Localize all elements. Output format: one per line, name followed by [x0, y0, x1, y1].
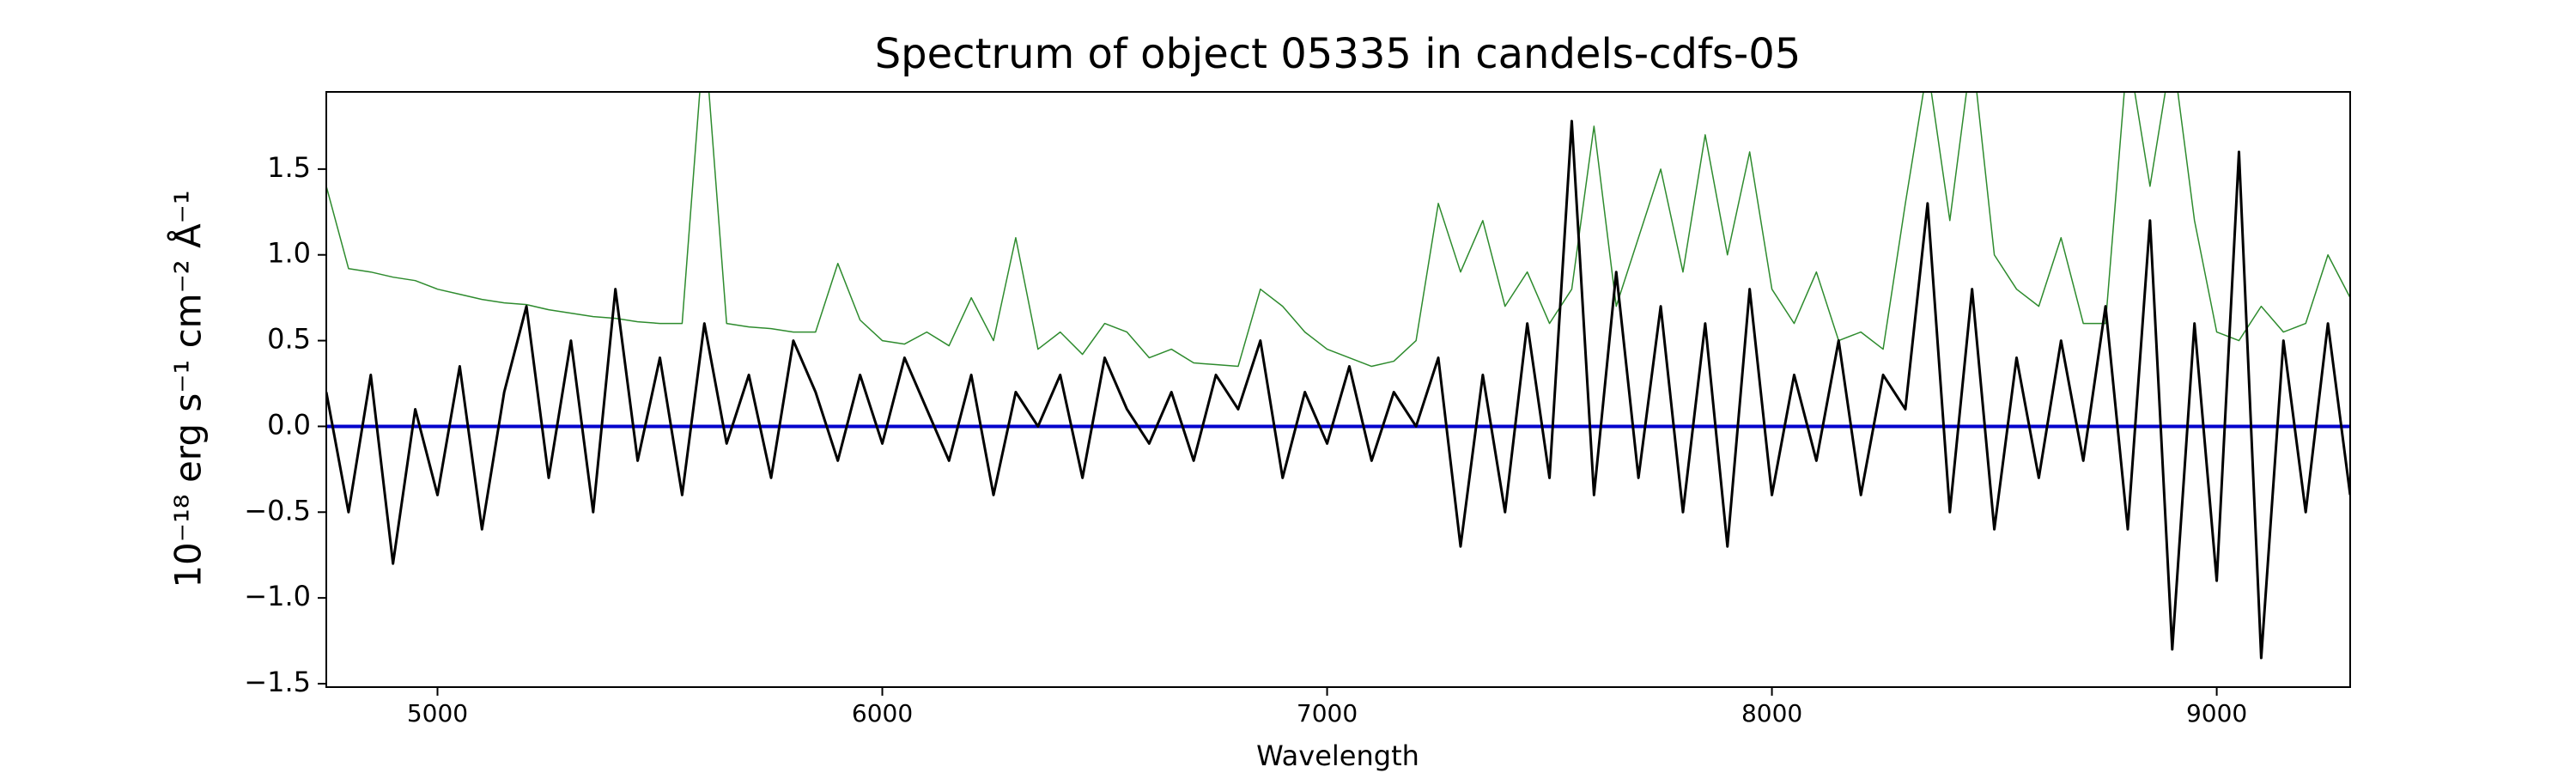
plot-area	[326, 92, 2350, 660]
x-tick-label: 7000	[1297, 699, 1358, 727]
chart-title: Spectrum of object 05335 in candels-cdfs…	[875, 30, 1801, 78]
x-tick-label: 9000	[2186, 699, 2247, 727]
x-tick-label: 8000	[1741, 699, 1802, 727]
plot-frame	[325, 91, 2351, 688]
y-axis-label: 10⁻¹⁸ erg s⁻¹ cm⁻² Å⁻¹	[167, 190, 210, 587]
spectrum-line	[326, 92, 2350, 368]
x-tick-label: 5000	[407, 699, 468, 727]
x-axis-label: Wavelength	[1256, 740, 1419, 772]
y-tick-label: −0.5	[244, 494, 311, 526]
y-tick-label: −1.5	[244, 666, 311, 698]
y-tick-label: 1.5	[267, 151, 311, 184]
y-tick-label: 1.0	[267, 237, 311, 270]
y-tick-label: −1.0	[244, 580, 311, 612]
spectrum-line	[326, 119, 2350, 660]
y-tick-label: 0.5	[267, 323, 311, 356]
x-tick-label: 6000	[852, 699, 913, 727]
y-tick-label: 0.0	[267, 408, 311, 441]
